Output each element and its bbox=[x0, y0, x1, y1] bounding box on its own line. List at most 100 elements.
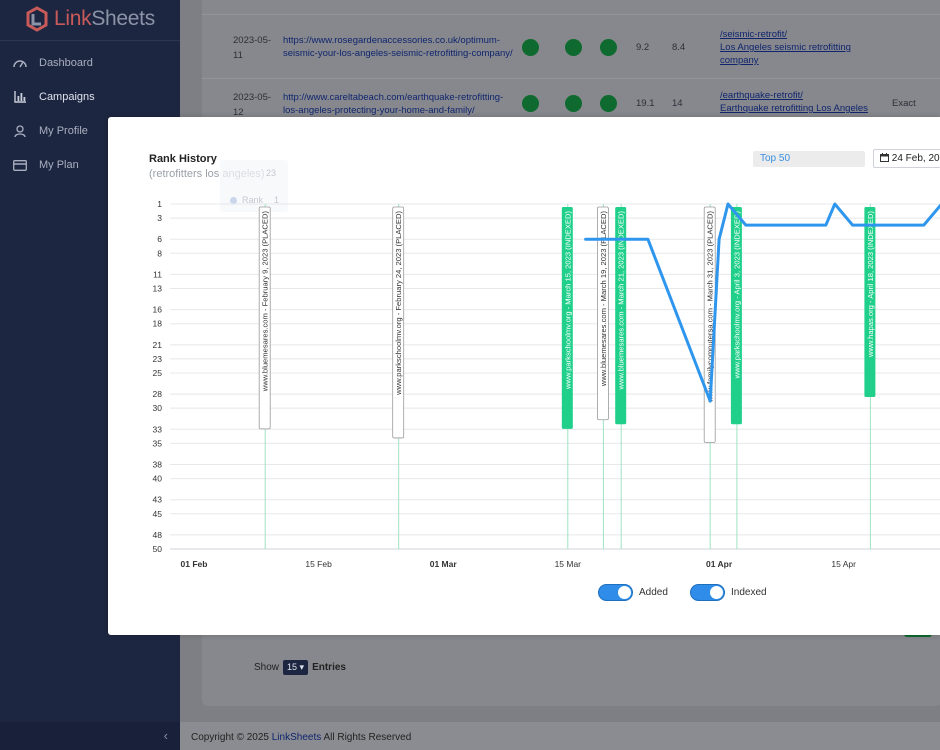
status-dot bbox=[522, 95, 539, 112]
sidebar-item-label: My Plan bbox=[39, 159, 79, 171]
copyright-text: Copyright © 2025 LinkSheets All Rights R… bbox=[191, 732, 412, 743]
y-tick-label: 33 bbox=[153, 424, 163, 434]
row-anchor-link[interactable]: /earthquake-retrofit/Earthquake retrofit… bbox=[720, 89, 880, 115]
x-tick-label: 01 Mar bbox=[430, 559, 458, 569]
y-tick-label: 8 bbox=[157, 248, 162, 258]
modal-title: Rank History bbox=[149, 153, 217, 165]
y-tick-label: 18 bbox=[153, 319, 163, 329]
sidebar-divider bbox=[0, 40, 180, 41]
y-tick-label: 23 bbox=[153, 354, 163, 364]
toggle-knob bbox=[618, 586, 631, 599]
indexed-toggle-label: Indexed bbox=[731, 587, 767, 598]
x-tick-label: 15 Mar bbox=[555, 559, 582, 569]
user-icon bbox=[13, 124, 27, 138]
row-url-link[interactable]: http://www.careltabeach.com/earthquake-r… bbox=[283, 92, 504, 116]
placed-event-label: www.parkschoolmv.org - February 24, 2023… bbox=[392, 206, 405, 439]
toggle-knob bbox=[710, 586, 723, 599]
chart-tooltip-ghost: 23 Rank 1 bbox=[220, 160, 288, 212]
svg-text:www.parkschoolmv.org - April 3: www.parkschoolmv.org - April 3, 2023 (IN… bbox=[732, 211, 741, 380]
anchor-text: Los Angeles seismic retrofitting company bbox=[720, 42, 851, 66]
y-tick-label: 6 bbox=[157, 234, 162, 244]
y-tick-label: 13 bbox=[153, 283, 163, 293]
sidebar-item-label: Campaigns bbox=[39, 91, 95, 103]
rank-history-chart: 1368111316182123252830333538404345485001… bbox=[153, 199, 940, 569]
x-tick-label: 01 Feb bbox=[181, 559, 208, 569]
entries-label: Entries bbox=[312, 662, 346, 673]
table-row: 2023-05-12 http://www.careltabeach.com/e… bbox=[202, 78, 940, 139]
row-date: 2023-05-12 bbox=[233, 92, 272, 118]
x-tick-label: 15 Apr bbox=[831, 559, 856, 569]
svg-text:www.bluemesares.com - February: www.bluemesares.com - February 9, 2023 (… bbox=[261, 211, 270, 393]
series-dot-icon bbox=[230, 196, 237, 204]
date-range-picker[interactable]: 24 Feb, 2023 bbox=[873, 149, 940, 168]
placed-event-label: www.bluemesares.com - March 19, 2023 (PL… bbox=[596, 206, 609, 421]
sidebar-item-label: Dashboard bbox=[39, 57, 93, 69]
speedometer-icon bbox=[13, 56, 27, 70]
top-filter-select[interactable]: Top 50 bbox=[753, 151, 865, 167]
entries-control: Show 15 ▾ Entries bbox=[254, 660, 346, 675]
status-dot bbox=[600, 39, 617, 56]
sidebar-item-campaigns[interactable]: Campaigns bbox=[0, 80, 180, 114]
card-icon bbox=[13, 158, 27, 172]
indexed-toggle-group: Indexed bbox=[690, 584, 767, 601]
indexed-event-label: www.bluemesares.com - March 21, 2023 (IN… bbox=[615, 207, 627, 425]
table-row: 2023-05-11 https://www.rosegardenaccesso… bbox=[202, 14, 940, 79]
placed-event-label: www.bluemesares.com - February 9, 2023 (… bbox=[258, 206, 271, 430]
row-url-link[interactable]: https://www.rosegardenaccessories.co.uk/… bbox=[283, 35, 513, 59]
indexed-event-label: www.parkschoolmv.org - April 3, 2023 (IN… bbox=[730, 207, 742, 425]
anchor-path: /earthquake-retrofit/ bbox=[720, 90, 803, 101]
y-tick-label: 35 bbox=[153, 438, 163, 448]
page-footer: Copyright © 2025 LinkSheets All Rights R… bbox=[180, 722, 940, 750]
svg-text:www.hapas.org - April 18, 2023: www.hapas.org - April 18, 2023 (INDEXED) bbox=[866, 211, 875, 359]
rank-series-line bbox=[584, 202, 940, 403]
row-metric-1: 19.1 bbox=[636, 98, 655, 109]
indexed-event-label: www.parkschoolmv.org - March 15, 2023 (I… bbox=[561, 207, 573, 429]
chevron-down-icon: ▾ bbox=[299, 662, 305, 672]
y-tick-label: 21 bbox=[153, 340, 163, 350]
x-tick-label: 01 Apr bbox=[706, 559, 733, 569]
brand-logo[interactable]: LinkSheets bbox=[24, 4, 155, 34]
row-anchor-link[interactable]: /seismic-retrofit/Los Angeles seismic re… bbox=[720, 28, 880, 67]
tooltip-row: Rank 1 bbox=[230, 195, 279, 205]
row-metric-2: 8.4 bbox=[672, 42, 686, 53]
footer-brand-link[interactable]: LinkSheets bbox=[271, 732, 322, 743]
y-tick-label: 50 bbox=[153, 544, 163, 554]
sidebar-item-label: My Profile bbox=[39, 125, 88, 137]
y-tick-label: 45 bbox=[153, 509, 163, 519]
y-tick-label: 48 bbox=[153, 530, 163, 540]
anchor-text: Earthquake retrofitting Los Angeles bbox=[720, 103, 868, 114]
y-tick-label: 3 bbox=[157, 213, 162, 223]
indexed-toggle[interactable] bbox=[690, 584, 725, 601]
calendar-icon bbox=[880, 153, 892, 164]
anchor-path: /seismic-retrofit/ bbox=[720, 29, 788, 40]
status-dot bbox=[565, 39, 582, 56]
sidebar-nav: Dashboard Campaigns My Profile My Plan bbox=[0, 46, 180, 182]
row-metric-1: 9.2 bbox=[636, 42, 650, 53]
status-dot bbox=[565, 95, 582, 112]
row-date: 2023-05-11 bbox=[233, 35, 272, 61]
y-tick-label: 40 bbox=[153, 474, 163, 484]
y-tick-label: 1 bbox=[157, 199, 162, 209]
y-tick-label: 43 bbox=[153, 495, 163, 505]
svg-text:www.parkschoolmv.org - March 1: www.parkschoolmv.org - March 15, 2023 (I… bbox=[563, 211, 572, 390]
status-dot bbox=[522, 39, 539, 56]
show-label: Show bbox=[254, 662, 280, 673]
row-metric-2: 14 bbox=[672, 98, 683, 109]
sidebar-item-my-plan[interactable]: My Plan bbox=[0, 148, 180, 182]
sidebar-item-dashboard[interactable]: Dashboard bbox=[0, 46, 180, 80]
collapse-sidebar-icon[interactable]: ‹ bbox=[163, 728, 168, 743]
status-dot bbox=[600, 95, 617, 112]
svg-text:www.bluemesares.com - March 21: www.bluemesares.com - March 21, 2023 (IN… bbox=[617, 211, 626, 391]
entries-select[interactable]: 15 ▾ bbox=[283, 660, 309, 675]
sidebar-item-my-profile[interactable]: My Profile bbox=[0, 114, 180, 148]
added-toggle-label: Added bbox=[639, 587, 668, 598]
y-tick-label: 11 bbox=[153, 269, 162, 279]
svg-text:www.familycomputersa.com - Mar: www.familycomputersa.com - March 31, 202… bbox=[706, 211, 715, 404]
added-toggle[interactable] bbox=[598, 584, 633, 601]
indexed-event-label: www.hapas.org - April 18, 2023 (INDEXED) bbox=[864, 207, 876, 397]
svg-text:www.parkschoolmv.org - Februar: www.parkschoolmv.org - February 24, 2023… bbox=[394, 211, 403, 396]
tooltip-value: 23 bbox=[266, 168, 277, 178]
y-tick-label: 25 bbox=[153, 368, 163, 378]
bar-chart-icon bbox=[13, 90, 27, 104]
y-tick-label: 30 bbox=[153, 403, 163, 413]
